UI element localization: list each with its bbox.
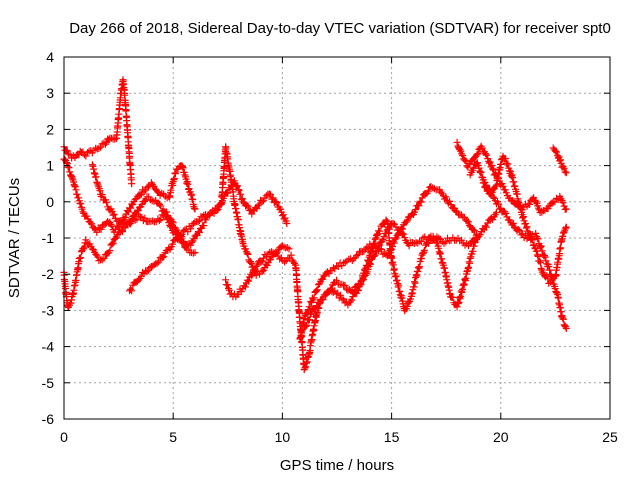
y-tick-label: 2: [46, 121, 54, 137]
series-markers: [222, 248, 326, 374]
grid: [64, 57, 610, 419]
series-markers: [60, 76, 136, 188]
series-track-5: [126, 143, 293, 295]
axis-ticks: 0 5 10 15 20 25 -6 -5 -4 -3 -2 -1 0 1 2 3 4: [42, 49, 618, 445]
x-tick-label: 5: [169, 429, 177, 445]
y-tick-label: 0: [46, 194, 54, 210]
x-axis-label: GPS time / hours: [280, 457, 394, 474]
series-markers: [479, 179, 570, 332]
series-markers: [453, 138, 570, 216]
y-tick-label: 3: [46, 85, 54, 101]
y-tick-label: -5: [42, 375, 55, 391]
y-tick-label: -2: [42, 266, 55, 282]
series-markers: [296, 183, 479, 343]
data-points: [60, 76, 570, 374]
y-tick-label: 4: [46, 49, 54, 65]
x-tick-label: 25: [602, 429, 618, 445]
chart-title: Day 266 of 2018, Sidereal Day-to-day VTE…: [69, 20, 611, 37]
y-tick-label: 1: [46, 158, 54, 174]
series-track-10: [453, 138, 570, 216]
x-tick-label: 10: [275, 429, 291, 445]
series-track-11: [466, 152, 570, 287]
y-tick-label: -3: [42, 302, 55, 318]
series-track-13: [549, 144, 570, 177]
series-track-12: [479, 179, 570, 332]
x-tick-label: 15: [384, 429, 400, 445]
series-track-6: [222, 248, 326, 374]
y-tick-label: -4: [42, 339, 55, 355]
y-tick-label: -1: [42, 230, 55, 246]
series-markers: [322, 216, 481, 315]
series-track-9: [322, 216, 481, 315]
series-markers: [126, 143, 293, 295]
series-track-1: [60, 76, 136, 188]
series-markers: [549, 144, 570, 177]
x-tick-label: 20: [493, 429, 509, 445]
y-tick-label: -6: [42, 411, 55, 427]
y-axis-label: SDTVAR / TECUs: [6, 178, 23, 298]
series-markers: [466, 152, 570, 287]
x-tick-label: 0: [60, 429, 68, 445]
series-track-7: [296, 183, 479, 343]
